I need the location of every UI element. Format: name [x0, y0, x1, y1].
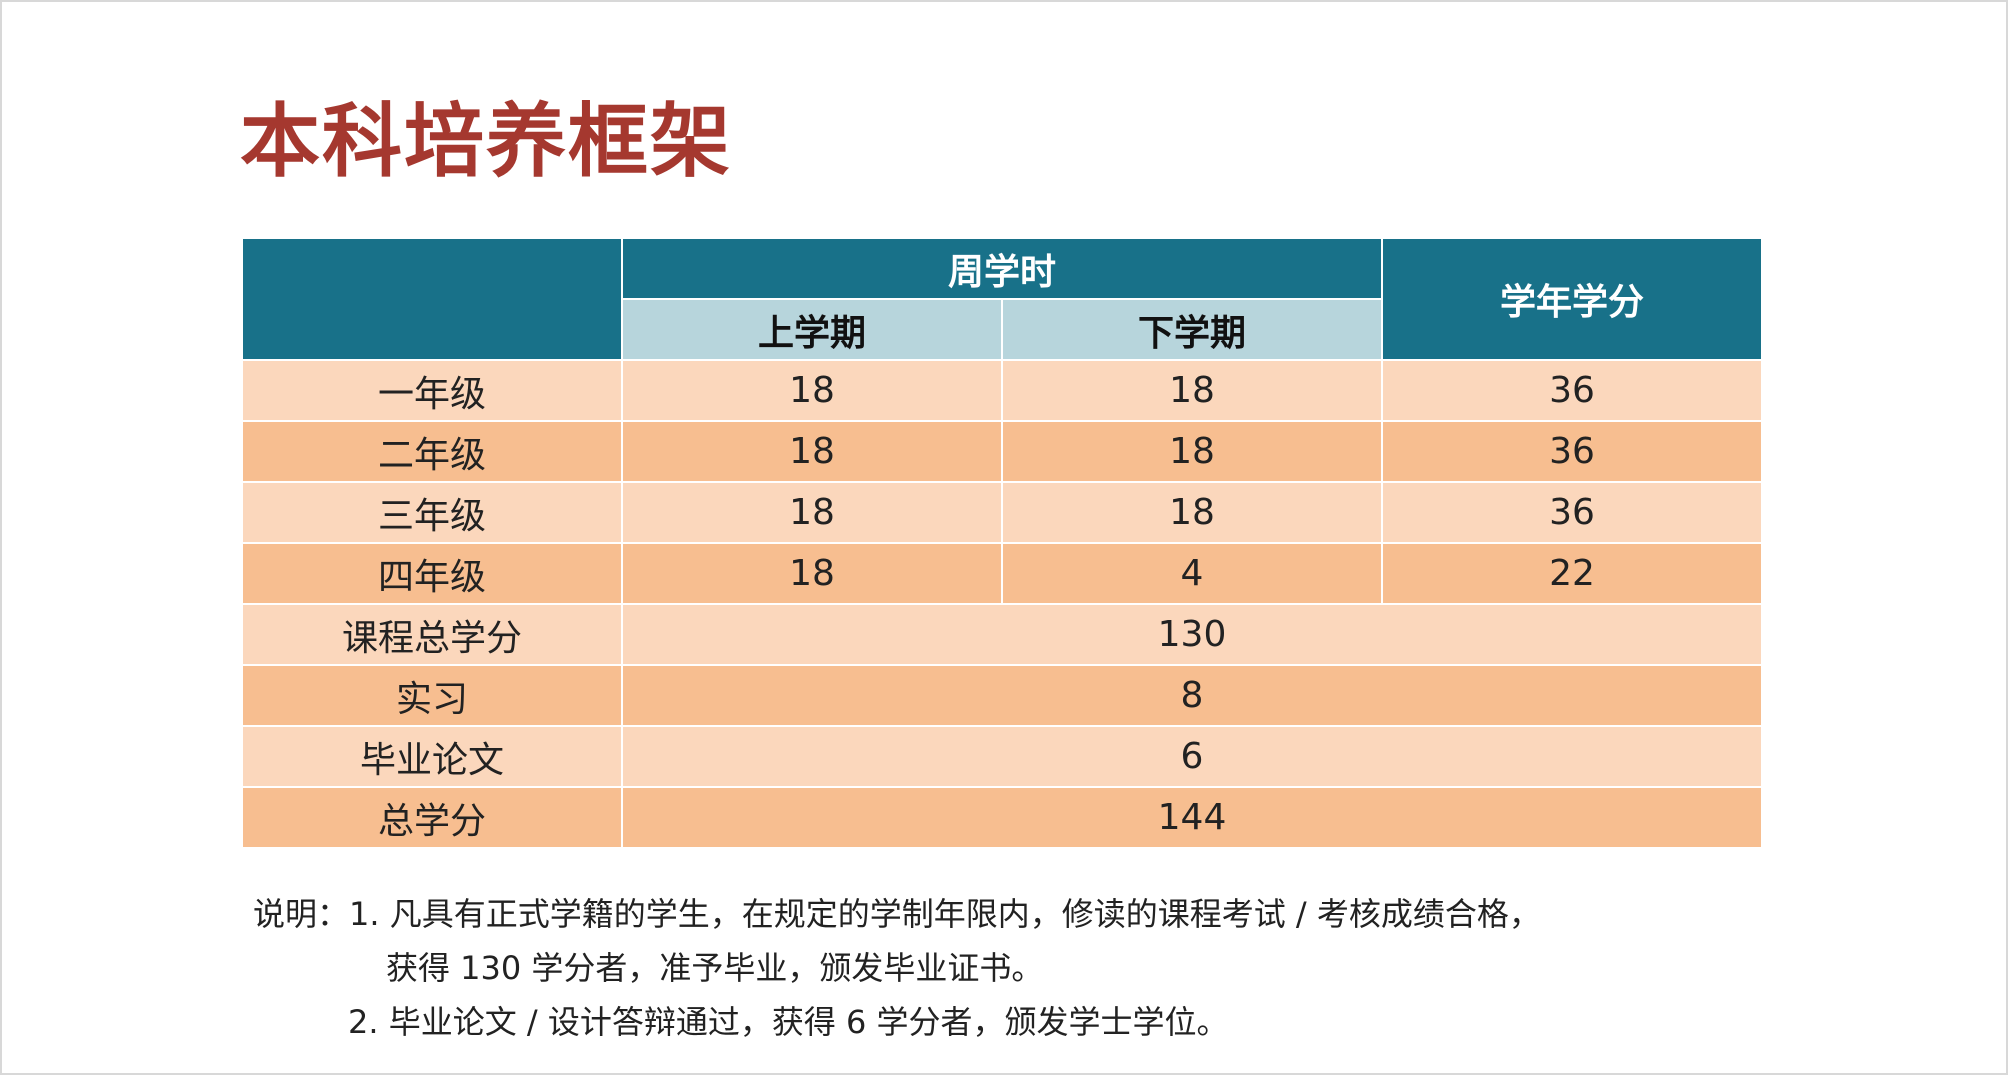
row-label: 课程总学分: [241, 603, 623, 666]
page-title: 本科培养框架: [240, 95, 732, 188]
first-term-hours: 18: [621, 359, 1003, 422]
summary-value: 130: [620, 603, 1764, 666]
note-line-2: 获得 130 学分者，准予毕业，颁发毕业证书。: [386, 949, 1044, 987]
table-row-grade-4: 四年级 18 4 22: [241, 542, 1764, 605]
header-weekly-hours: 周学时: [620, 237, 1384, 300]
year-credits: 22: [1381, 542, 1764, 605]
row-label: 四年级: [241, 542, 623, 605]
header-second-term: 下学期: [1000, 298, 1384, 361]
table-row-total-credits: 总学分 144: [241, 786, 1764, 849]
second-term-hours: 18: [1000, 420, 1384, 483]
summary-value: 6: [620, 725, 1764, 788]
table-row-grade-1: 一年级 18 18 36: [241, 359, 1764, 422]
summary-value: 8: [620, 664, 1764, 727]
second-term-hours: 4: [1000, 542, 1384, 605]
header-first-term: 上学期: [621, 298, 1003, 361]
header-year-credits: 学年学分: [1381, 237, 1764, 361]
row-label: 二年级: [241, 420, 623, 483]
second-term-hours: 18: [1000, 481, 1384, 544]
note-line-3: 2. 毕业论文 / 设计答辩通过，获得 6 学分者，颁发学士学位。: [348, 1003, 1229, 1041]
curriculum-table: 周学时 学年学分 上学期 下学期 一年级 18 18 36 二年级 18 18 …: [241, 237, 1764, 849]
table-row-internship: 实习 8: [241, 664, 1764, 727]
table-row-course-credits: 课程总学分 130: [241, 603, 1764, 666]
row-label: 总学分: [241, 786, 623, 849]
header-row-sub: 上学期 下学期: [242, 298, 1762, 361]
year-credits: 36: [1381, 359, 1764, 422]
table-row-grade-3: 三年级 18 18 36: [241, 481, 1764, 544]
note-line-1: 说明：1. 凡具有正式学籍的学生，在规定的学制年限内，修读的课程考试 / 考核成…: [253, 895, 1541, 933]
notes-block: 说明：1. 凡具有正式学籍的学生，在规定的学制年限内，修读的课程考试 / 考核成…: [253, 887, 1541, 1049]
table-row-thesis: 毕业论文 6: [241, 725, 1764, 788]
row-label: 实习: [241, 664, 623, 727]
row-label: 一年级: [241, 359, 623, 422]
first-term-hours: 18: [621, 420, 1003, 483]
header-row-top: 周学时 学年学分: [241, 237, 1764, 361]
row-label: 三年级: [241, 481, 623, 544]
year-credits: 36: [1381, 420, 1764, 483]
second-term-hours: 18: [1000, 359, 1384, 422]
summary-value: 144: [620, 786, 1764, 849]
header-corner-cell: [241, 237, 623, 361]
year-credits: 36: [1381, 481, 1764, 544]
table-row-grade-2: 二年级 18 18 36: [241, 420, 1764, 483]
row-label: 毕业论文: [241, 725, 623, 788]
first-term-hours: 18: [621, 481, 1003, 544]
first-term-hours: 18: [621, 542, 1003, 605]
